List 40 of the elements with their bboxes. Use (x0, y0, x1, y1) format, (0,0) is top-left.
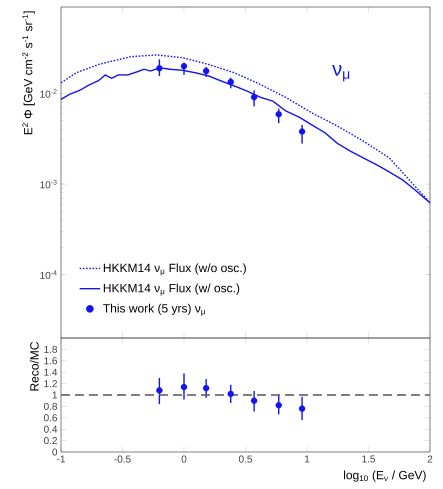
y-tick-label: 1.8 (44, 346, 58, 353)
y-tick-label: 0.6 (44, 414, 58, 422)
point (202, 68, 210, 74)
point (228, 78, 234, 86)
point (298, 405, 306, 412)
x-tick-label: 0.5 (238, 456, 252, 463)
point (202, 384, 210, 392)
y-tick-label: 1 (52, 392, 57, 398)
y-tick-label: 10$^{-4}$ (40, 270, 57, 279)
point (156, 65, 163, 72)
x-tick-label: 1.5 (362, 456, 376, 462)
x-tick-label: 1 (304, 456, 310, 462)
x-tick-label: 2 (428, 456, 432, 463)
x-tick-label: -0.5 (114, 456, 131, 463)
point (276, 402, 282, 408)
point (276, 111, 282, 118)
point (180, 384, 188, 390)
y-tick-label: 10$^{-2}$ (40, 89, 57, 98)
y-tick-label: 0.2 (44, 437, 57, 444)
y-tick-label: 1.2 (44, 380, 57, 388)
annotation: ν$_{μ}$ (332, 65, 350, 82)
point (250, 397, 258, 404)
x-tick-label: 0 (182, 456, 186, 463)
legend-label: HKKM14 ν$_{μ}$ Flux (w/ osc.) (104, 284, 240, 296)
legend-label: This work (5 yrs) ν$_{μ}$ (103, 304, 205, 316)
point (250, 94, 258, 100)
point (298, 128, 306, 135)
point (156, 387, 163, 394)
y-tick-label: 1.4 (44, 368, 58, 376)
y-tick-label: 1.6 (44, 357, 58, 364)
legend-label: HKKM14 ν$_{μ}$ Flux (w/o osc.) (104, 263, 246, 276)
point (228, 390, 234, 398)
y-tick-label: 10$^{-3}$ (40, 180, 57, 188)
text: E$^{2}$ Φ [GeV cm$^{-2}$ s$^{-1}$ sr$^{-1}$] (22, 11, 35, 134)
x-tick-label: -1 (56, 456, 65, 462)
x-axis-title: log$_{10}$ (E$_{ν}$ / GeV) (344, 470, 426, 482)
y-tick-label: 0.4 (44, 426, 58, 433)
y-axis-title: Reco/MC (30, 342, 39, 391)
y-tick-label: 0.8 (44, 402, 58, 410)
y-tick-label: 0 (52, 448, 58, 456)
